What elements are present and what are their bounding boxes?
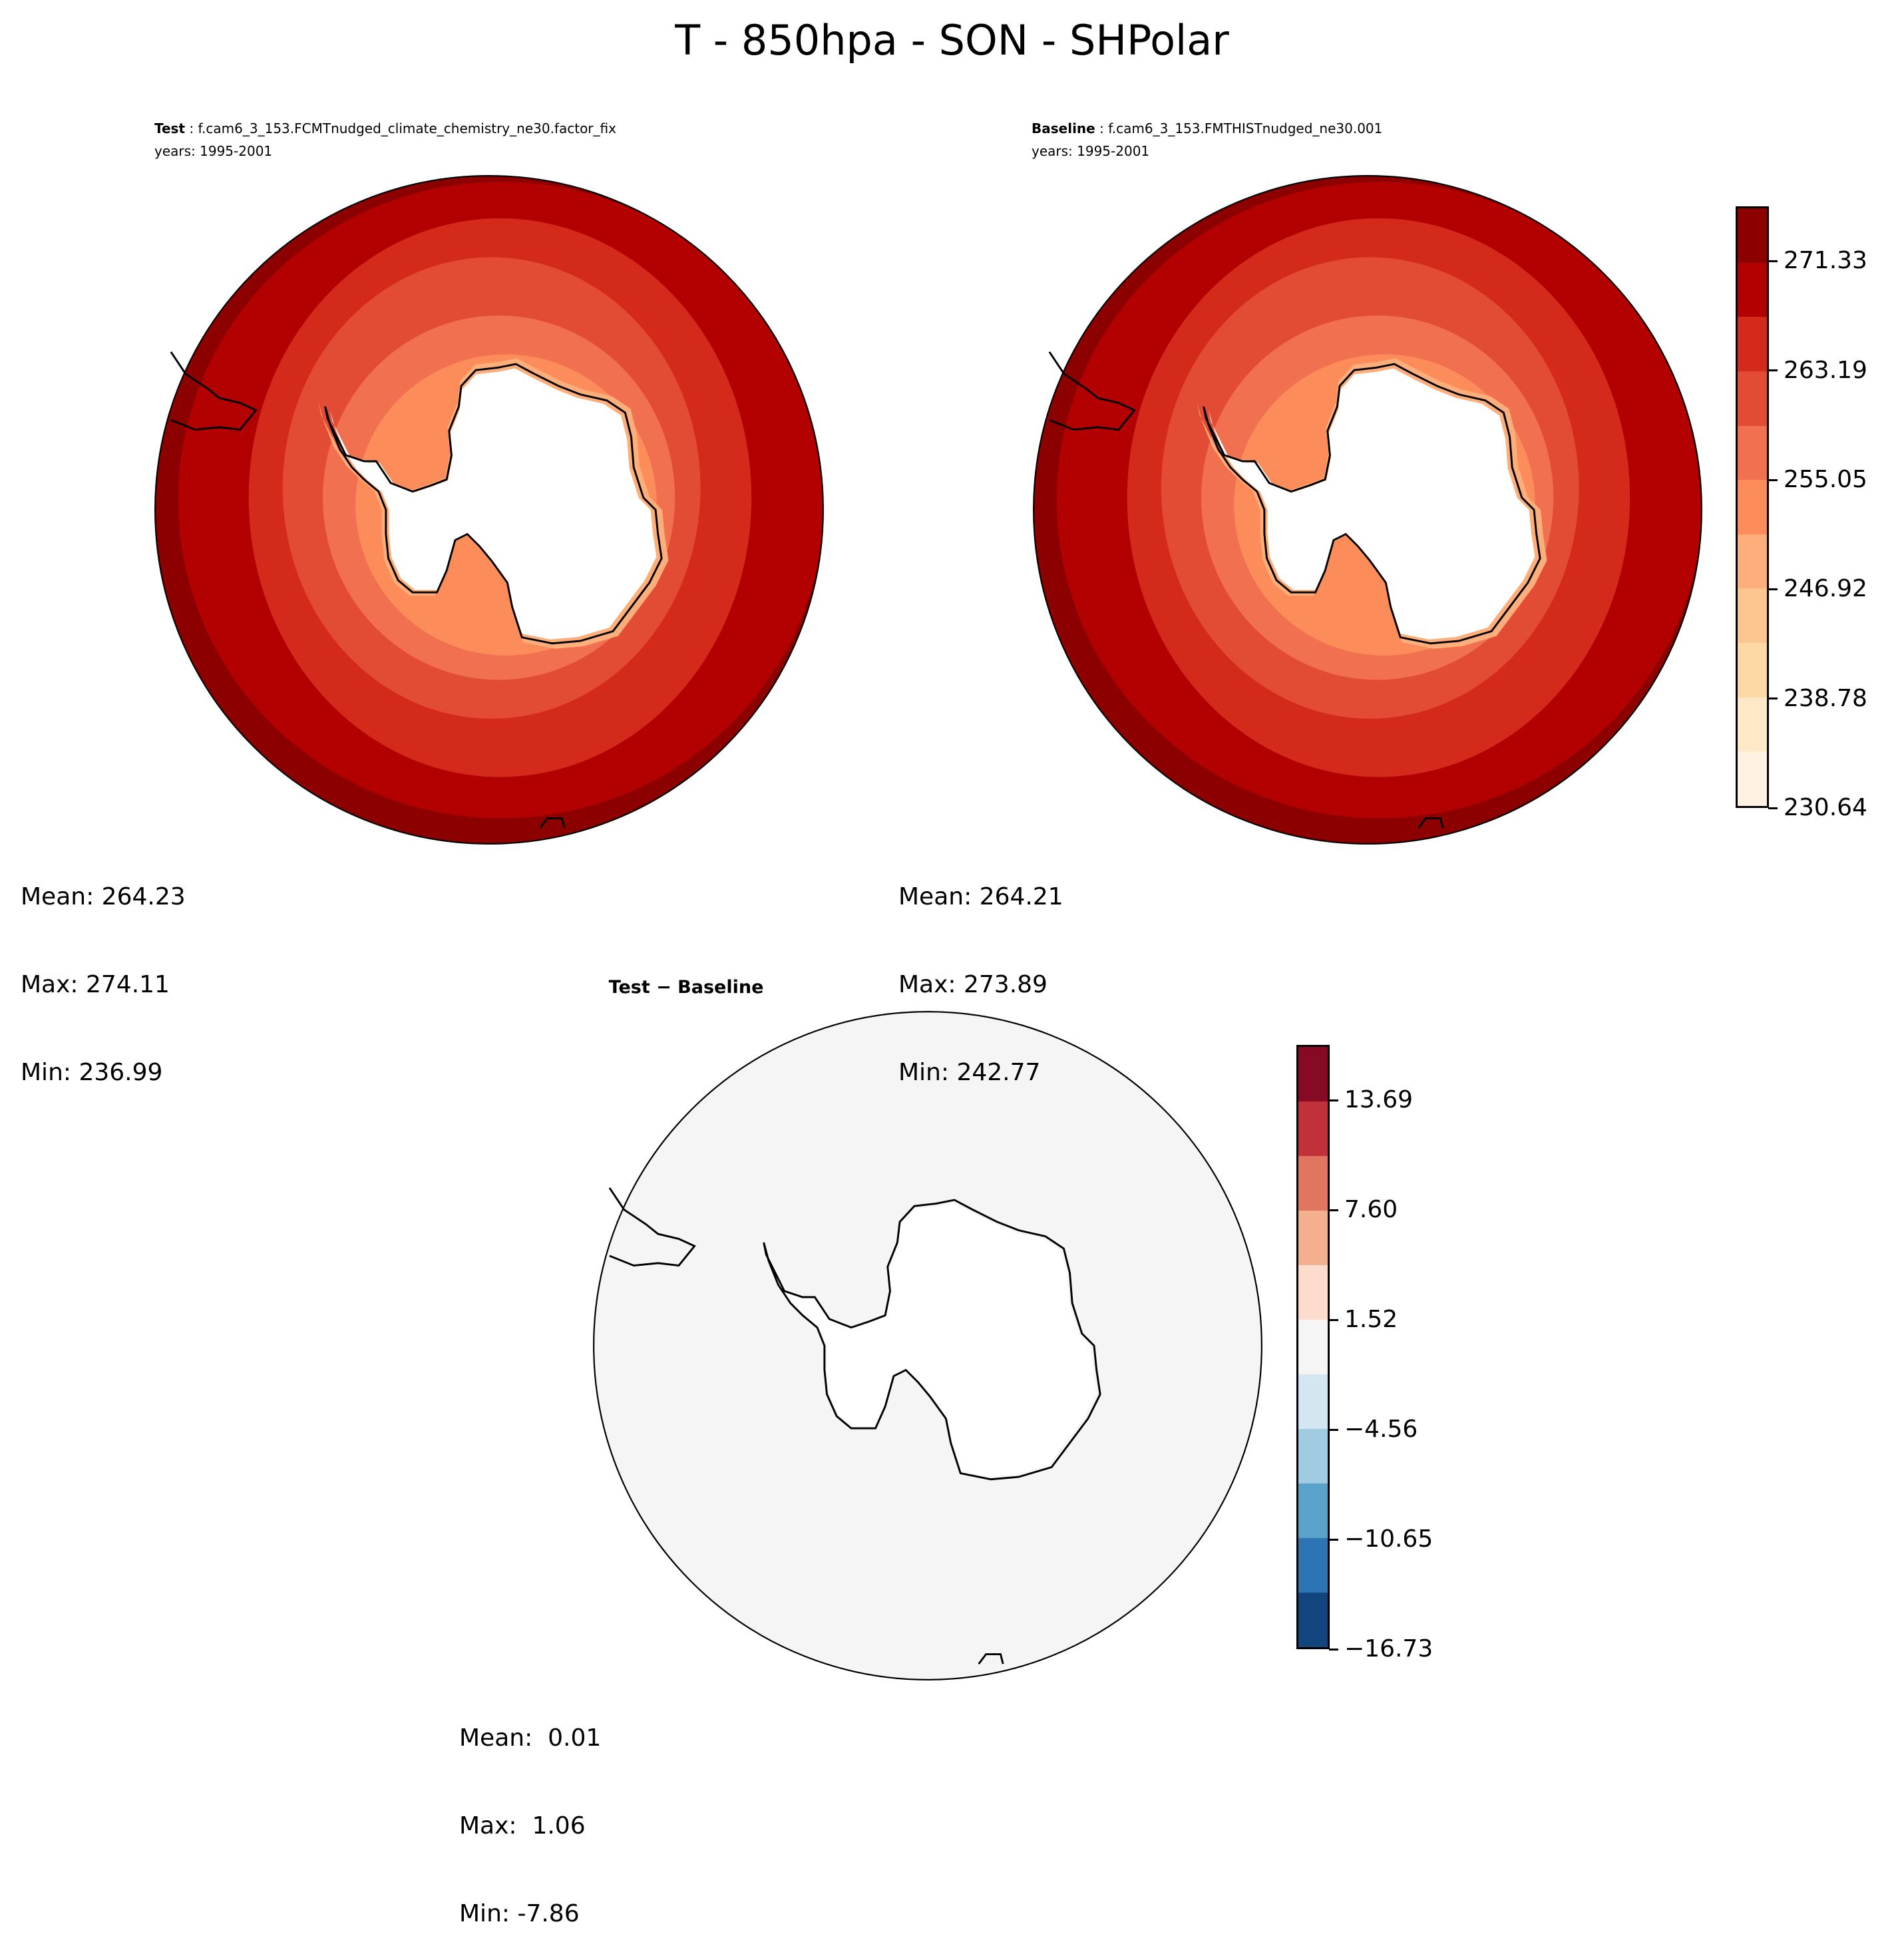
diff-colorbar-band: [1298, 1320, 1328, 1374]
diff-stats: Mean: 0.01 Max: 1.06 Min: -7.86: [459, 1665, 601, 1958]
field-colorbar-band: [1738, 751, 1767, 807]
diff-colorbar-tick: [1329, 1099, 1338, 1101]
diff-colorbar-band: [1298, 1538, 1328, 1593]
diff-colorbar-band: [1298, 1374, 1328, 1429]
baseline-mean: Mean: 264.21: [898, 883, 1063, 910]
diff-colorbar-tick-label: 7.60: [1344, 1196, 1398, 1224]
field-colorbar-band: [1738, 480, 1767, 534]
diff-colorbar-band: [1298, 1483, 1328, 1538]
baseline-min: Min: 242.77: [898, 1059, 1041, 1086]
field-colorbar-tick-label: 255.05: [1784, 466, 1867, 494]
maps-canvas: [0, 0, 1904, 1680]
test-stats: Mean: 264.23 Max: 274.11 Min: 236.99: [21, 824, 186, 1117]
diff-colorbar-tick-label: −10.65: [1344, 1525, 1433, 1553]
field-colorbar-tick-label: 263.19: [1784, 356, 1867, 384]
diff-min: Min: -7.86: [459, 1900, 580, 1927]
baseline-panel-subtitle: Baseline : f.cam6_3_153.FMTHISTnudged_ne…: [1032, 117, 1382, 162]
diff-colorbar-band: [1298, 1593, 1328, 1647]
field-colorbar-tick: [1768, 697, 1778, 700]
diff-colorbar-band: [1298, 1429, 1328, 1483]
baseline-stats: Mean: 264.21 Max: 273.89 Min: 242.77: [898, 824, 1063, 1117]
diff-colorbar-tick: [1329, 1538, 1338, 1541]
diff-max: Max: 1.06: [459, 1812, 586, 1840]
field-colorbar-tick-label: 230.64: [1784, 794, 1867, 821]
diff-colorbar-tick: [1329, 1318, 1338, 1321]
diff-mean: Mean: 0.01: [459, 1724, 602, 1752]
test-mean: Mean: 264.23: [21, 883, 186, 910]
field-colorbar-band: [1738, 262, 1767, 317]
diff-colorbar-band: [1298, 1211, 1328, 1265]
field-colorbar-band: [1738, 208, 1767, 263]
diff-colorbar-tick-label: 13.69: [1344, 1086, 1414, 1114]
field-colorbar-band: [1738, 317, 1767, 371]
field-colorbar-band: [1738, 425, 1767, 481]
field-colorbar-band: [1738, 588, 1767, 644]
test-max: Max: 274.11: [21, 971, 170, 998]
baseline-case-name: : f.cam6_3_153.FMTHISTnudged_ne30.001: [1095, 120, 1383, 136]
field-colorbar-tick-label: 238.78: [1784, 684, 1867, 712]
field-colorbar-tick-label: 246.92: [1784, 575, 1867, 603]
field-colorbar-band: [1738, 697, 1767, 752]
diff-colorbar-tick: [1329, 1648, 1338, 1651]
figure-title: T - 850hpa - SON - SHPolar: [675, 16, 1229, 65]
field-colorbar-bar: [1736, 206, 1769, 808]
diff-colorbar-band: [1298, 1047, 1328, 1101]
test-min: Min: 236.99: [21, 1059, 163, 1086]
test-map: [155, 176, 825, 844]
diff-map: [593, 1011, 1262, 1680]
field-colorbar-tick: [1768, 807, 1778, 809]
diff-panel-title: Test − Baseline: [608, 977, 764, 998]
diff-colorbar-tick: [1329, 1428, 1338, 1431]
diff-colorbar-tick: [1329, 1209, 1338, 1211]
field-colorbar-tick: [1768, 369, 1778, 372]
diff-colorbar-band: [1298, 1156, 1328, 1211]
field-colorbar-tick: [1768, 260, 1778, 262]
diff-colorbar-bar: [1296, 1045, 1330, 1649]
field-colorbar-tick: [1768, 588, 1778, 590]
test-case-name: : f.cam6_3_153.FCMTnudged_climate_chemis…: [185, 120, 616, 136]
diff-colorbar-band: [1298, 1265, 1328, 1320]
baseline-map: [1034, 176, 1703, 844]
field-colorbar-tick: [1768, 479, 1778, 481]
field-colorbar-band: [1738, 371, 1767, 426]
diff-colorbar-tick-label: −16.73: [1344, 1635, 1433, 1663]
baseline-years: years: 1995-2001: [1032, 143, 1150, 159]
test-years: years: 1995-2001: [154, 143, 273, 159]
diff-colorbar-tick-label: 1.52: [1344, 1306, 1398, 1334]
diff-colorbar-tick-label: −4.56: [1344, 1416, 1418, 1444]
field-colorbar-band: [1738, 534, 1767, 589]
baseline-max: Max: 273.89: [898, 971, 1047, 998]
baseline-label: Baseline: [1032, 120, 1095, 136]
diff-colorbar-band: [1298, 1101, 1328, 1156]
field-colorbar-tick-label: 271.33: [1784, 247, 1867, 275]
test-panel-subtitle: Test : f.cam6_3_153.FCMTnudged_climate_c…: [154, 117, 616, 162]
field-colorbar-band: [1738, 643, 1767, 697]
test-label: Test: [154, 120, 186, 136]
